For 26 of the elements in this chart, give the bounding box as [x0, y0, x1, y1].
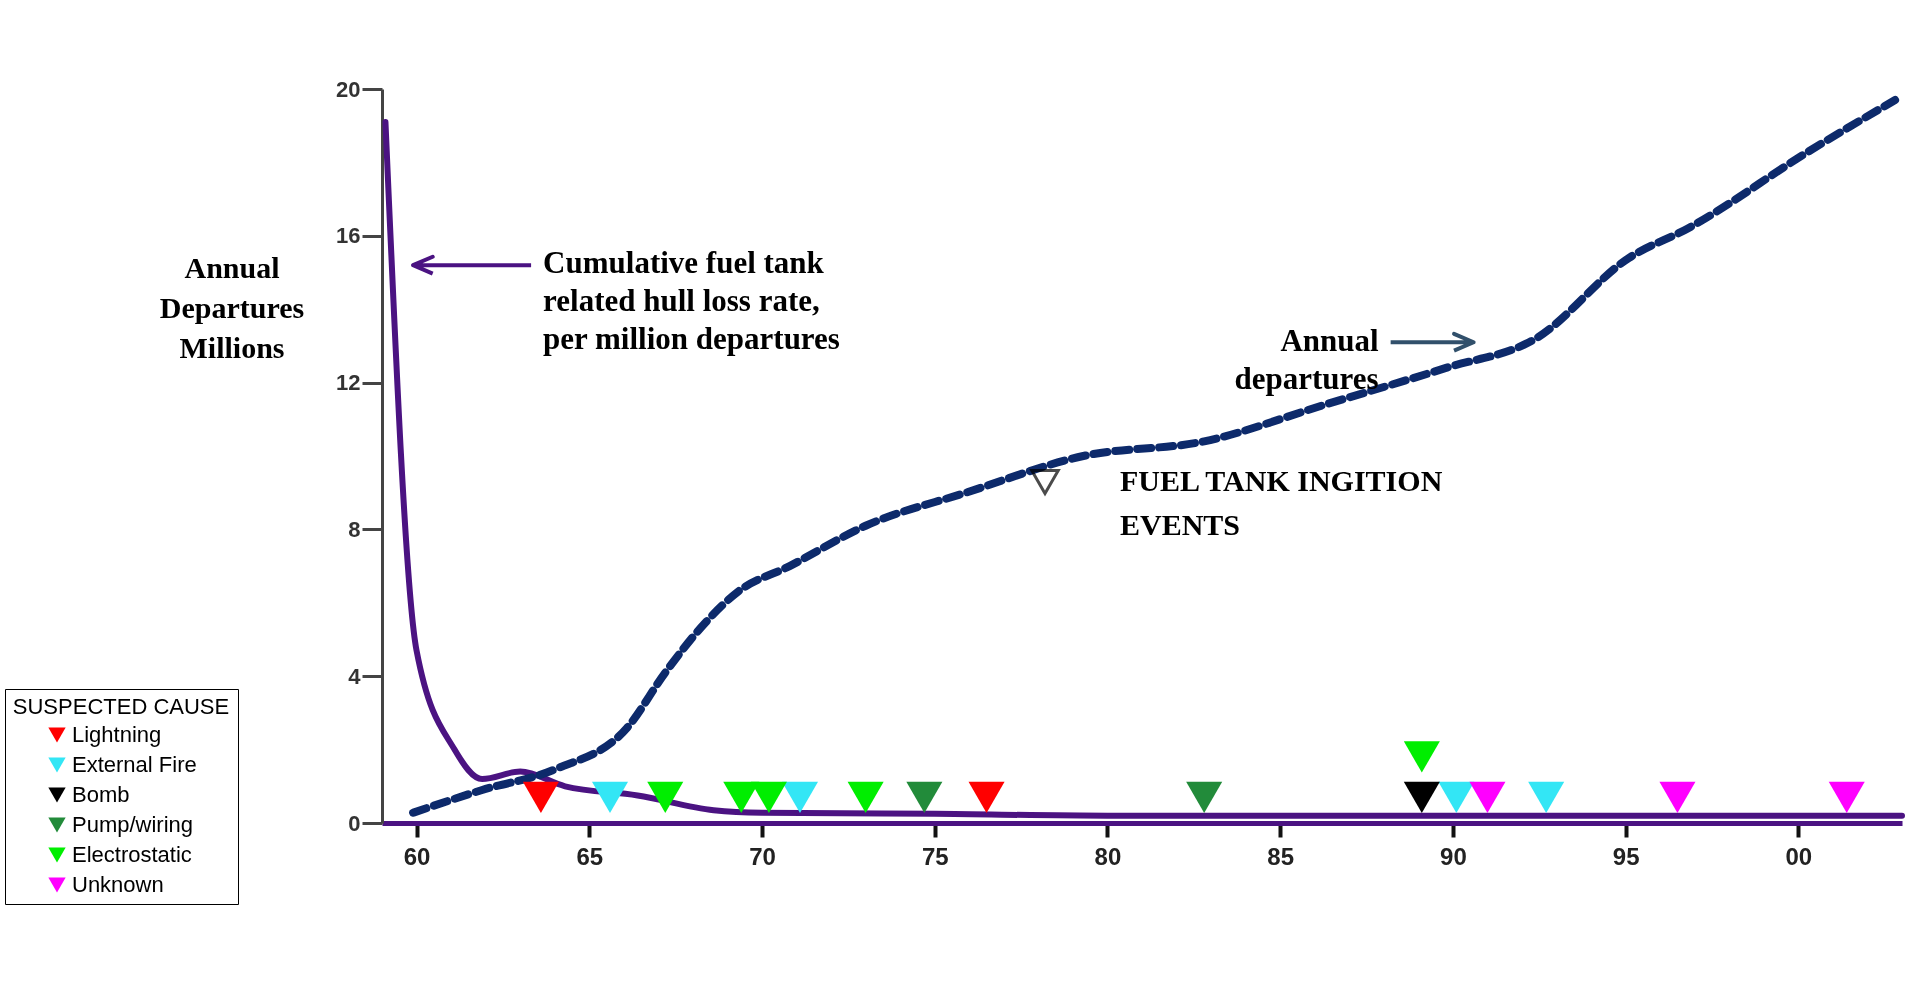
legend-label: Bomb [72, 782, 130, 807]
x-tick-label: 75 [921, 842, 949, 870]
legend-label: Lightning [72, 722, 162, 747]
y-tick-label: 8 [348, 516, 361, 542]
y-axis-title: Annual Departures Millions [159, 251, 305, 364]
legend-label: Electrostatic [72, 842, 192, 867]
x-tick-label: 80 [1094, 842, 1122, 870]
x-tick-label: 95 [1612, 842, 1640, 870]
x-tick-label: 60 [403, 842, 431, 870]
y-tick-label: 0 [348, 810, 361, 836]
y-tick-label: 20 [336, 76, 361, 102]
annotation: Annual departures [1234, 323, 1380, 397]
legend-label: Unknown [72, 872, 164, 897]
y-tick-label: 12 [336, 370, 361, 396]
legend-label: Pump/wiring [72, 812, 194, 837]
y-tick-label: 16 [336, 223, 361, 249]
legend-label: External Fire [72, 752, 197, 777]
y-tick-label: 4 [348, 663, 362, 689]
x-tick-label: 70 [749, 842, 776, 870]
annotation: Cumulative fuel tank related hull loss rate, per million departures [543, 245, 840, 357]
legend-title: SUSPECTED CAUSE [12, 694, 230, 719]
x-tick-label: 00 [1785, 842, 1813, 870]
x-tick-label: 90 [1440, 842, 1467, 870]
x-tick-label: 85 [1267, 842, 1295, 870]
annotation: FUEL TANK INGITION EVENTS [1120, 464, 1443, 541]
x-tick-label: 65 [576, 842, 604, 870]
